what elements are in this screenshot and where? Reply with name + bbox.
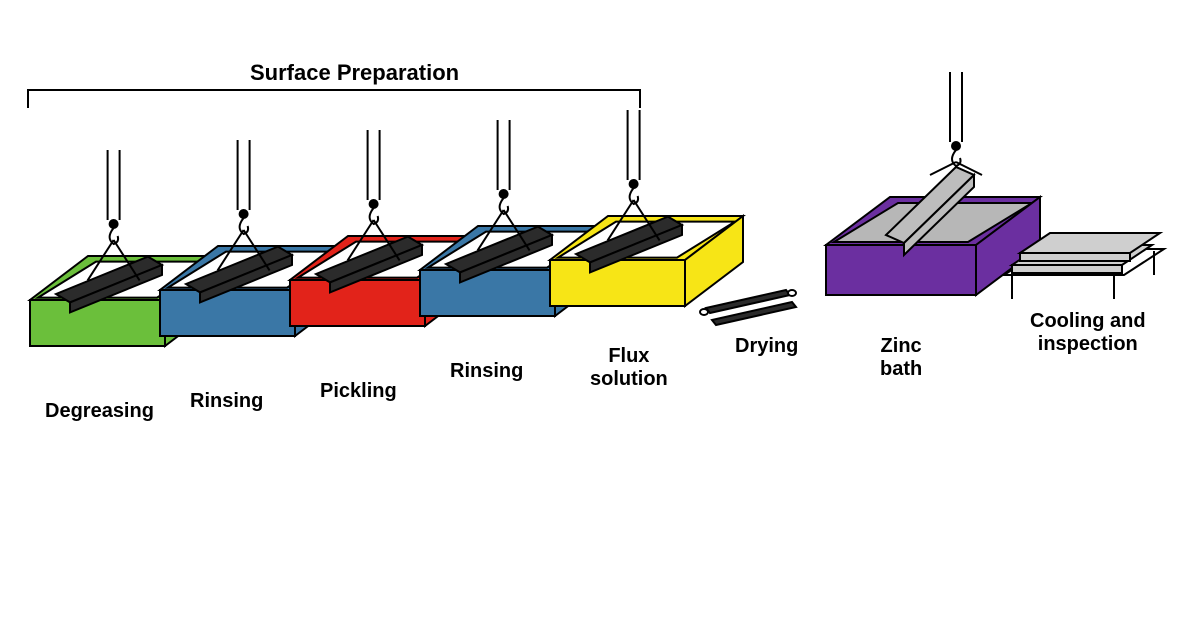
step-label-drying: Drying [735, 335, 798, 358]
step-drying-graphic [700, 250, 820, 340]
step-cooling [1000, 205, 1190, 320]
step-label-cooling: Cooling and inspection [1030, 310, 1146, 356]
step-label-flux: Flux solution [590, 345, 668, 391]
step-drying [700, 250, 820, 345]
step-label-degreasing: Degreasing [45, 400, 154, 423]
step-label-rinsing-1: Rinsing [190, 390, 263, 413]
step-cooling-graphic [1000, 205, 1190, 315]
step-label-rinsing-2: Rinsing [450, 360, 523, 383]
step-label-zinc: Zinc bath [880, 335, 922, 381]
step-label-pickling: Pickling [320, 380, 397, 403]
